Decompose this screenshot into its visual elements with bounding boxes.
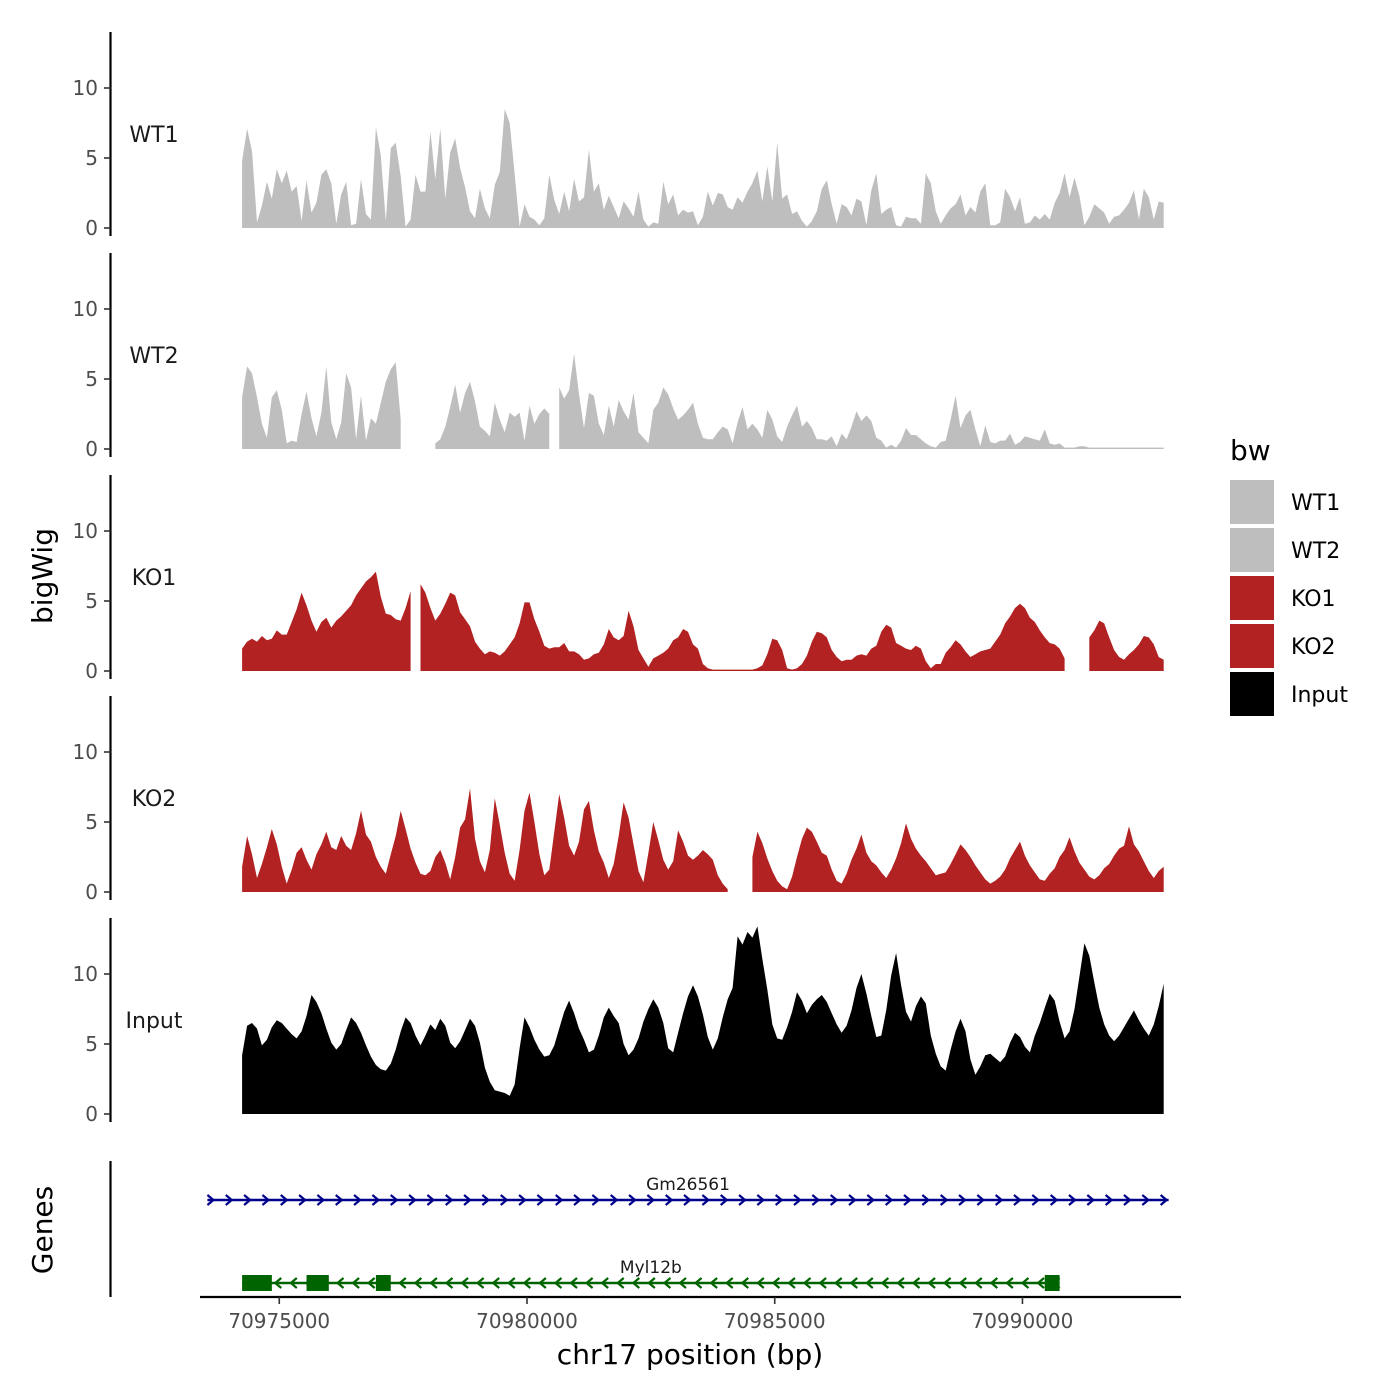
x-axis: 70975000 70980000 70985000 70990000 (200, 1297, 1181, 1333)
gene-myl12b: Myl12b (242, 1258, 1060, 1291)
bigwig-tracks: 0 5 10 WT1 0 5 10 WT2 0 5 10 KO1 0 5 10 KO2 0 5 10 Input (73, 32, 1164, 1126)
gene-gm26561: Gm26561 (207, 1175, 1168, 1205)
legend-label-wt1: WT1 (1291, 491, 1340, 516)
track-input: 0 5 10 Input (73, 918, 1164, 1126)
track-ko1: 0 5 10 KO1 (73, 475, 1164, 683)
track-label: KO1 (132, 566, 177, 591)
gene-label: Myl12b (620, 1258, 682, 1278)
legend-swatch-ko2 (1230, 624, 1274, 668)
y-tick-label: 10 (73, 519, 98, 543)
y-tick-label: 0 (85, 880, 98, 904)
y-tick-label: 0 (85, 1102, 98, 1126)
legend-swatch-wt1 (1230, 480, 1274, 524)
track-label: WT2 (129, 344, 178, 369)
legend-label-ko1: KO1 (1291, 587, 1336, 612)
area-segment-wt2 (435, 382, 549, 449)
legend-label-wt2: WT2 (1291, 539, 1340, 564)
y-tick-label: 5 (85, 367, 98, 391)
x-tick-label: 70985000 (724, 1309, 826, 1333)
track-ko2: 0 5 10 KO2 (73, 696, 1164, 904)
track-wt2: 0 5 10 WT2 (73, 253, 1164, 461)
legend-swatch-input (1230, 672, 1274, 716)
exon (255, 1275, 272, 1291)
genes-track: Gm26561 Myl12b (111, 1161, 1169, 1297)
exon (242, 1275, 254, 1291)
y-tick-label: 5 (85, 1032, 98, 1056)
y-tick-label: 10 (73, 962, 98, 986)
area-segment-ko2 (242, 788, 728, 892)
track-wt1: 0 5 10 WT1 (73, 32, 1164, 240)
area-segment-wt2 (559, 354, 1163, 449)
track-label: Input (126, 1009, 183, 1034)
genome-browser-chart: 0 5 10 WT1 0 5 10 WT2 0 5 10 KO1 0 5 10 KO2 0 5 10 Input Gm… (0, 0, 1400, 1400)
y-tick-label: 10 (73, 297, 98, 321)
y-tick-label: 5 (85, 810, 98, 834)
legend-swatch-wt2 (1230, 528, 1274, 572)
area-segment-ko1 (421, 584, 1065, 671)
genes-axis-title: Genes (26, 1186, 59, 1274)
track-label: KO2 (132, 787, 177, 812)
x-tick-label: 70990000 (972, 1309, 1074, 1333)
legend: bw WT1 WT2 KO1 KO2 Input (1230, 434, 1348, 716)
y-tick-label: 0 (85, 216, 98, 240)
x-tick-label: 70980000 (476, 1309, 578, 1333)
y-tick-label: 0 (85, 437, 98, 461)
area-segment-wt2 (242, 362, 401, 449)
x-tick-label: 70975000 (228, 1309, 330, 1333)
exon (1045, 1275, 1060, 1291)
area-segment-ko1 (242, 572, 411, 671)
y-tick-label: 5 (85, 146, 98, 170)
area-segment-wt1 (242, 109, 1164, 228)
x-axis-title: chr17 position (bp) (557, 1338, 823, 1371)
y-tick-label: 0 (85, 659, 98, 683)
exon (307, 1275, 329, 1291)
y-tick-label: 10 (73, 76, 98, 100)
y-axis-title: bigWig (26, 528, 59, 624)
legend-label-ko2: KO2 (1291, 635, 1336, 660)
y-tick-label: 5 (85, 589, 98, 613)
legend-swatch-ko1 (1230, 576, 1274, 620)
gene-label: Gm26561 (646, 1175, 730, 1195)
area-segment-ko2 (752, 823, 1163, 892)
track-label: WT1 (129, 123, 178, 148)
area-segment-input (242, 926, 1164, 1114)
legend-label-input: Input (1291, 683, 1348, 708)
exon (376, 1275, 391, 1291)
area-segment-ko1 (1089, 621, 1163, 671)
y-tick-label: 10 (73, 740, 98, 764)
legend-title: bw (1230, 434, 1271, 467)
